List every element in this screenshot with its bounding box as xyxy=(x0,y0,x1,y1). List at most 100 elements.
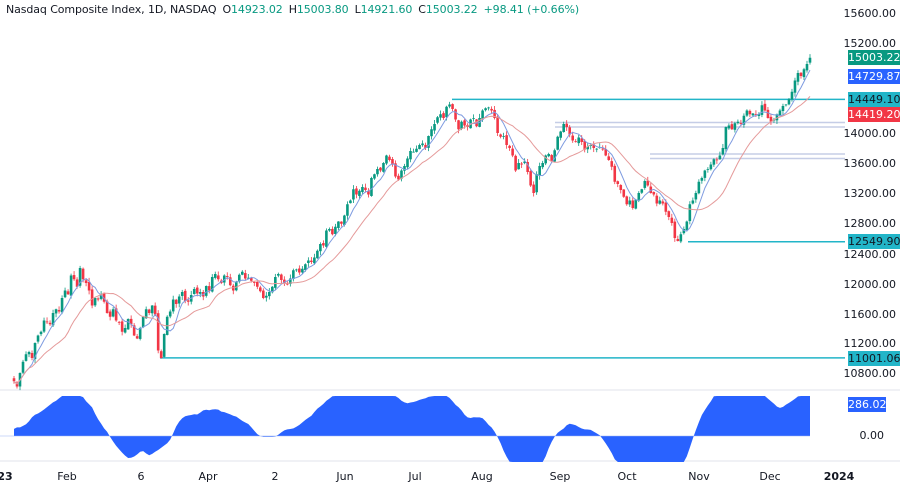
candle-body xyxy=(721,148,725,155)
candle-body xyxy=(36,335,40,342)
candle-body xyxy=(159,351,163,358)
candle-body xyxy=(667,211,671,217)
candle-body xyxy=(439,114,442,118)
low-label: L xyxy=(354,3,361,16)
candle-body xyxy=(147,309,151,313)
candle-body xyxy=(448,104,451,107)
x-tick: Feb xyxy=(57,470,77,483)
candle-body xyxy=(790,91,794,100)
candle-body xyxy=(301,268,304,273)
candle-body xyxy=(793,80,797,93)
candle-body xyxy=(228,277,232,286)
candle-body xyxy=(505,135,508,145)
candle-body xyxy=(553,150,556,162)
candle-body xyxy=(409,151,412,160)
candle-body xyxy=(75,279,79,287)
candle-body xyxy=(280,274,283,280)
candle-body xyxy=(63,290,67,298)
y-tick: 13600.00 xyxy=(843,157,897,170)
candle-body xyxy=(283,279,286,283)
x-tick: 23 xyxy=(0,470,13,483)
candle-body xyxy=(661,201,665,204)
candle-body xyxy=(376,169,379,175)
candle-body xyxy=(265,295,268,298)
candle-body xyxy=(808,57,812,63)
candle-body xyxy=(586,146,590,150)
candle-body xyxy=(349,200,352,204)
x-tick: 2024 xyxy=(823,470,855,483)
candle-body xyxy=(286,283,289,285)
candle-body xyxy=(33,343,37,359)
candle-body xyxy=(694,193,698,200)
candle-body xyxy=(481,110,484,120)
candle-body xyxy=(460,121,463,129)
x-tick: Nov xyxy=(688,470,710,483)
x-tick: 2 xyxy=(271,470,279,483)
change-value: +98.41 (+0.66%) xyxy=(483,3,580,16)
candle-body xyxy=(619,185,623,190)
candle-body xyxy=(388,156,391,160)
close-label: C xyxy=(418,3,426,16)
candle-body xyxy=(391,159,394,165)
candle-body xyxy=(108,311,112,317)
candle-body xyxy=(766,109,770,118)
x-tick: Oct xyxy=(617,470,637,483)
candle-body xyxy=(520,163,523,165)
candle-body xyxy=(493,109,496,118)
candle-body xyxy=(90,289,94,306)
candle-body xyxy=(544,155,547,164)
candle-body xyxy=(177,296,181,304)
candle-body xyxy=(631,200,635,208)
candle-body xyxy=(240,271,244,275)
candle-body xyxy=(234,281,238,291)
candle-body xyxy=(442,113,445,118)
candle-body xyxy=(577,137,581,144)
candle-body xyxy=(30,353,34,358)
candle-body xyxy=(733,123,737,130)
candle-body xyxy=(307,260,310,263)
candle-body xyxy=(529,171,532,186)
candle-body xyxy=(24,354,28,361)
candle-body xyxy=(132,325,136,336)
candle-body xyxy=(739,123,743,124)
candle-body xyxy=(69,275,73,296)
candle-body xyxy=(730,124,734,130)
candle-body xyxy=(382,163,385,172)
candle-body xyxy=(421,143,424,146)
candle-body xyxy=(45,321,49,323)
candle-body xyxy=(21,361,25,373)
candle-body xyxy=(406,158,409,168)
candle-body xyxy=(802,69,806,78)
candle-body xyxy=(709,164,713,170)
slow-ma-line xyxy=(13,96,811,385)
candle-body xyxy=(322,243,325,246)
y-tick: 13200.00 xyxy=(843,187,897,200)
candle-body xyxy=(370,178,373,196)
candle-body xyxy=(634,199,638,209)
resistance-level-tag: 14449.10 xyxy=(848,92,900,107)
x-tick: Jun xyxy=(336,470,354,483)
candle-body xyxy=(313,257,316,264)
candle-body xyxy=(304,264,307,270)
candle-body xyxy=(601,148,605,150)
candle-body xyxy=(373,174,376,179)
close-value: 15003.22 xyxy=(425,3,478,16)
candle-body xyxy=(550,155,553,162)
candle-body xyxy=(328,229,331,231)
candle-body xyxy=(213,274,217,278)
open-label: O xyxy=(222,3,232,16)
x-tick: Sep xyxy=(549,470,571,483)
y-tick: 10800.00 xyxy=(843,367,897,380)
candle-body xyxy=(48,322,52,325)
candle-body xyxy=(514,155,517,171)
candle-body xyxy=(664,202,668,212)
y-tick: 11200.00 xyxy=(843,337,897,350)
candle-body xyxy=(574,141,578,143)
y-tick: 11600.00 xyxy=(843,308,897,321)
candle-body xyxy=(742,115,746,125)
oscillator-zero-label: 0.00 xyxy=(859,429,885,442)
candle-body xyxy=(141,316,145,328)
candle-body xyxy=(192,289,196,295)
candle-body xyxy=(622,189,626,197)
